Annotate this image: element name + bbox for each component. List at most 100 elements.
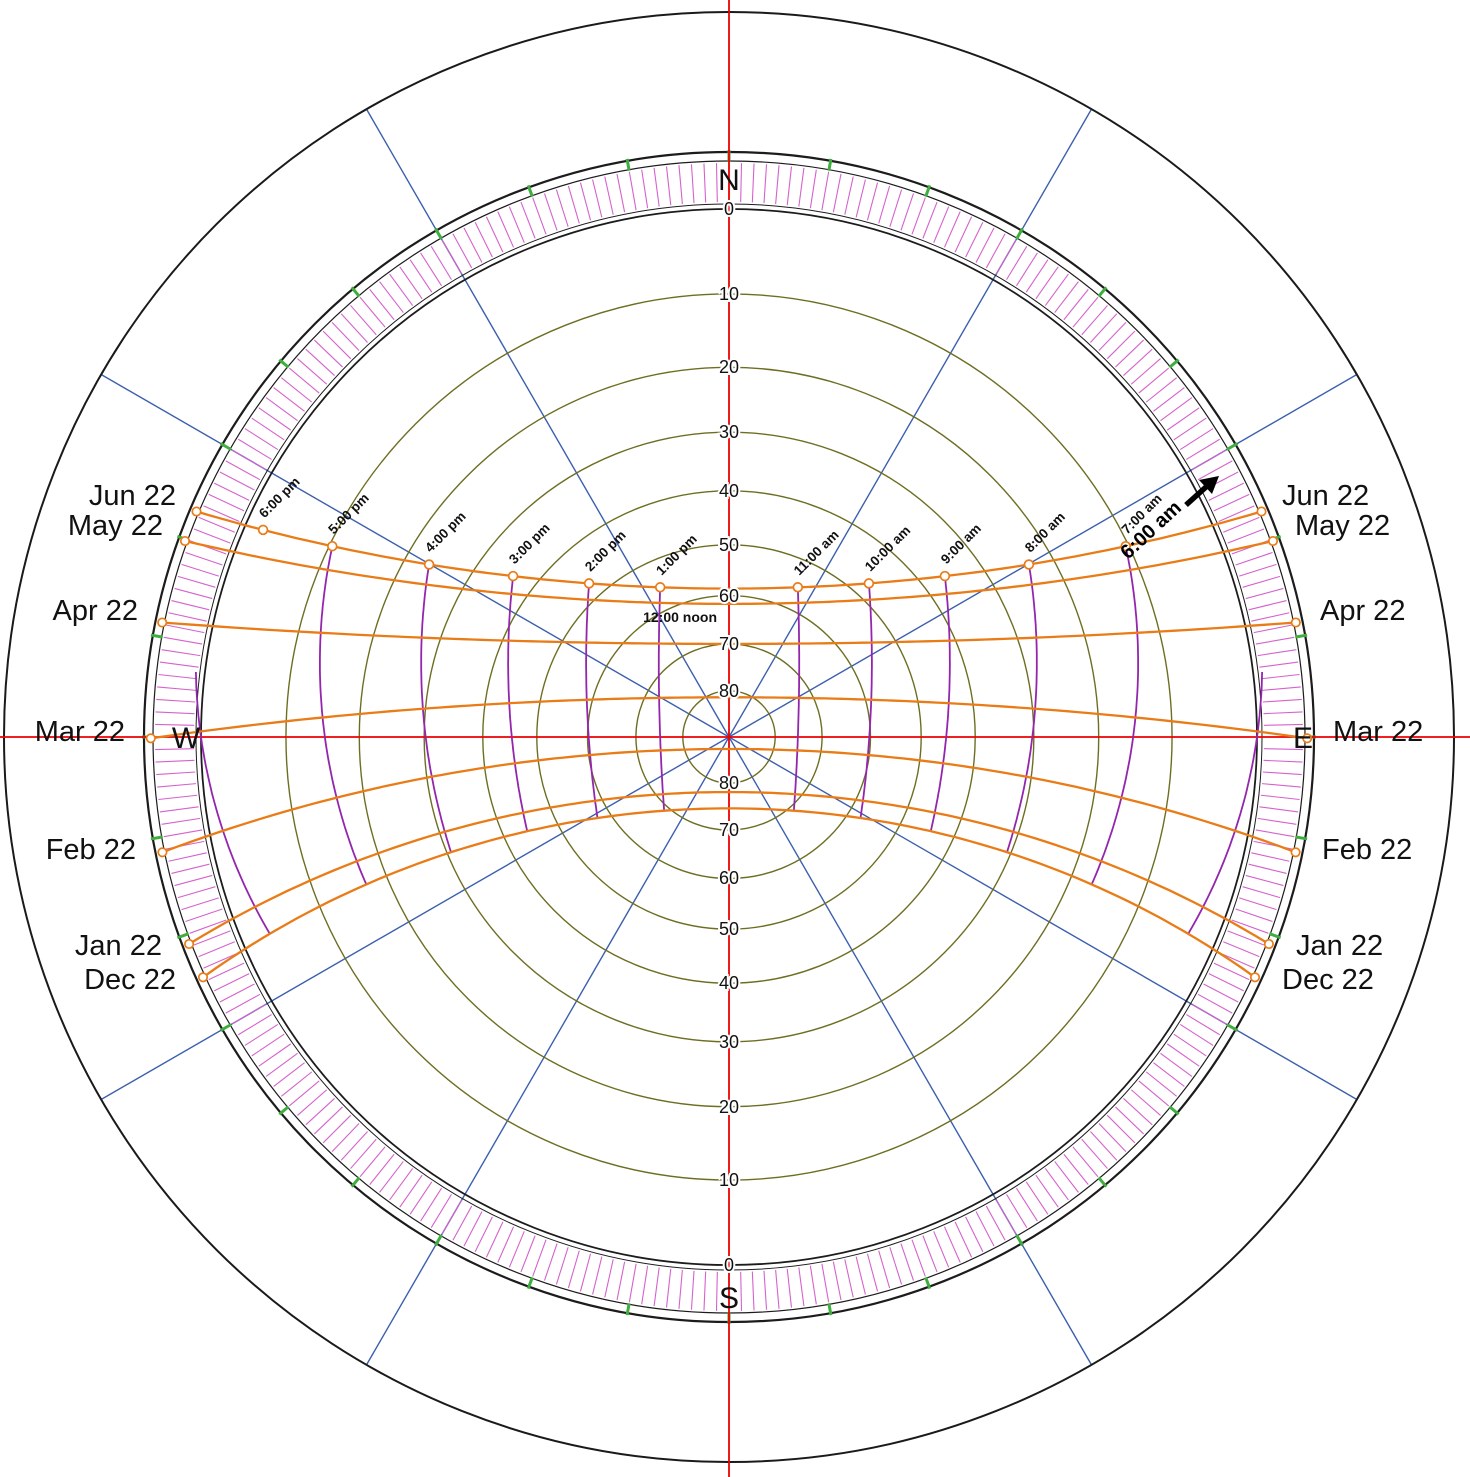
horizon-band-hatch [532, 197, 547, 235]
horizon-band-hatch [996, 1200, 1017, 1235]
green-tick [434, 227, 443, 240]
horizon-band-hatch [1160, 397, 1193, 422]
horizon-band-hatch [288, 1080, 320, 1107]
horizon-band-hatch [809, 169, 817, 209]
horizon-band-hatch [1227, 528, 1265, 544]
horizon-band-hatch [775, 165, 780, 205]
horizon-band-hatch [543, 1243, 558, 1281]
horizon-band-hatch [1208, 973, 1245, 992]
altitude-tick-label: 50 [719, 535, 739, 555]
horizon-band-hatch [1263, 748, 1303, 751]
horizon-band-hatch [1218, 505, 1255, 523]
horizon-band-hatch [225, 460, 261, 481]
hour-line [420, 564, 452, 853]
date-curve-label-left: Dec 22 [84, 964, 176, 996]
horizon-band-hatch [161, 649, 201, 657]
horizon-band-hatch [474, 221, 493, 258]
horizon-band-hatch [922, 201, 938, 239]
horizon-band-hatch [225, 993, 261, 1014]
altitude-tick-label: 0 [724, 1255, 734, 1275]
horizon-band-hatch [1261, 783, 1301, 788]
horizon-band-hatch [350, 1138, 377, 1169]
green-tick [1015, 227, 1024, 240]
horizon-band-hatch [1242, 886, 1281, 899]
horizon-band-hatch [157, 686, 197, 691]
altitude-tick-label: 60 [719, 868, 739, 888]
horizon-band-hatch [1218, 951, 1255, 969]
horizon-band-hatch [1263, 723, 1303, 726]
horizon-band-hatch [237, 438, 272, 460]
horizon-band-hatch [409, 1181, 433, 1215]
horizon-band-hatch [171, 863, 210, 874]
green-tick [924, 184, 932, 198]
horizon-band-hatch [258, 1043, 292, 1067]
horizon-band-hatch [1251, 612, 1290, 622]
horizon-band-hatch [155, 759, 195, 763]
horizon-band-hatch [1130, 358, 1161, 385]
horizon-band-hatch [399, 1174, 423, 1208]
horizon-band-hatch [1173, 1033, 1207, 1057]
horizon-band-hatch [954, 216, 973, 253]
altitude-tick-label: 80 [719, 773, 739, 793]
horizon-band-hatch [1081, 305, 1108, 336]
hour-line [1090, 546, 1139, 885]
green-tick [176, 932, 190, 940]
date-curve [184, 539, 1274, 606]
horizon-band-hatch [855, 1256, 866, 1295]
date-curve-end-marker [157, 617, 168, 628]
horizon-band-hatch [159, 806, 199, 813]
horizon-band-hatch [1123, 1098, 1153, 1126]
horizon-band-hatch [703, 1271, 707, 1311]
horizon-band-hatch [579, 182, 592, 221]
horizon-band-hatch [821, 1263, 830, 1303]
altitude-tick-labels: 0 0 10 10 20 20 30 30 40 40 50 50 60 60 70 70 80 80 [717, 197, 741, 1277]
altitude-tick-label: 10 [719, 284, 739, 304]
altitude-tick-label: 20 [719, 357, 739, 377]
horizon-band-hatch [203, 951, 240, 969]
azimuth-line [365, 108, 730, 738]
green-tick [1295, 633, 1308, 639]
horizon-band-hatch [1015, 252, 1038, 287]
horizon-band-hatch [628, 171, 637, 211]
date-curve-label-left: Jan 22 [75, 930, 162, 962]
horizon-band-hatch [185, 908, 223, 923]
horizon-band-hatch [1263, 711, 1303, 715]
horizon-band-hatch [975, 1211, 995, 1247]
horizon-band-hatch [297, 358, 328, 385]
horizon-band-hatch [1090, 313, 1118, 343]
date-curves [145, 506, 1313, 983]
hour-marker [327, 540, 338, 552]
horizon-band-hatch [604, 176, 614, 215]
horizon-band-hatch [1044, 1168, 1069, 1201]
horizon-band-hatch [163, 636, 203, 645]
azimuth-line [365, 736, 730, 1366]
horizon-band-hatch [665, 166, 672, 206]
horizon-band-hatch [975, 227, 995, 263]
horizon-band-hatch [943, 211, 961, 248]
horizon-band-hatch [641, 1265, 649, 1305]
horizon-band-hatch [1262, 698, 1302, 703]
horizon-band-hatch [1106, 1114, 1136, 1144]
horizon-band-hatch [219, 983, 255, 1003]
horizon-band-hatch [1186, 1014, 1221, 1036]
hour-label-noon: 12:00 noon [643, 609, 717, 625]
hour-marker [654, 582, 666, 593]
horizon-band-hatch [922, 1235, 938, 1273]
green-tick [526, 184, 534, 198]
horizon-band-hatch [628, 1263, 637, 1303]
horizon-band-hatch [809, 1265, 817, 1305]
horizon-band-hatch [1260, 794, 1300, 801]
horizon-band-hatch [1166, 1043, 1200, 1067]
horizon-band-hatch [878, 1250, 891, 1289]
altitude-tick-label: 40 [719, 973, 739, 993]
horizon-band-hatch [198, 941, 235, 958]
horizon-band-hatch [379, 281, 404, 313]
horizon-band-hatch [954, 1221, 973, 1258]
green-tick [434, 1234, 443, 1247]
hour-line [1187, 671, 1263, 935]
hour-marker [792, 582, 804, 593]
azimuth-line [728, 373, 1358, 738]
